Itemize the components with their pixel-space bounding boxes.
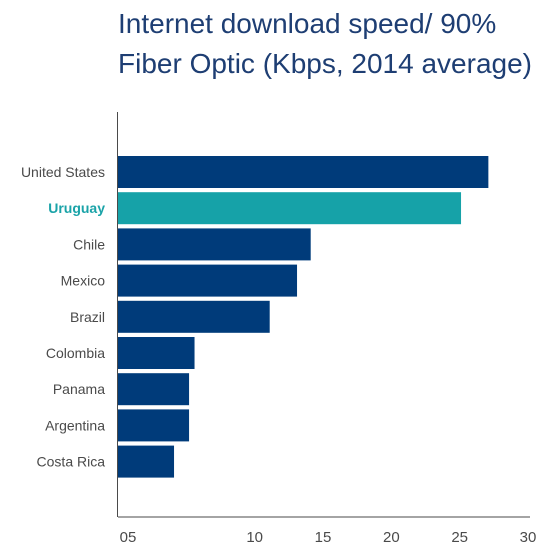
- category-label-united-states: United States: [21, 164, 105, 180]
- x-tick-label: 25: [451, 529, 468, 546]
- x-tick-label: 10: [246, 529, 263, 546]
- x-tick-label: 15: [315, 529, 332, 546]
- x-tick-label: 30: [520, 529, 537, 546]
- bar-panama: [118, 373, 190, 406]
- chart-title: Internet download speed/ 90% Fiber Optic…: [118, 4, 548, 84]
- chart-title-line-1: Internet download speed/ 90%: [118, 8, 497, 39]
- chart-title-line-2: Fiber Optic (Kbps, 2014 average): [118, 48, 532, 79]
- bar-argentina: [118, 409, 190, 442]
- x-tick-label: 20: [383, 529, 400, 546]
- bar-chile: [118, 228, 311, 261]
- category-label-mexico: Mexico: [61, 273, 106, 289]
- category-label-chile: Chile: [73, 236, 105, 252]
- x-tick-label: 05: [120, 529, 137, 546]
- category-label-uruguay: Uruguay: [48, 200, 105, 216]
- x-tick-labels: 05 10 15 20 25 30: [120, 529, 537, 546]
- category-label-panama: Panama: [53, 381, 105, 397]
- category-label-argentina: Argentina: [45, 417, 105, 433]
- chart-axes: [117, 112, 530, 518]
- bar-mexico: [118, 264, 298, 297]
- category-label-costa-rica: Costa Rica: [37, 454, 106, 470]
- bar-colombia: [118, 337, 195, 369]
- category-label-brazil: Brazil: [70, 309, 105, 325]
- bars-group: [118, 156, 489, 478]
- category-labels: United States Uruguay Chile Mexico Brazil Col…: [21, 164, 105, 470]
- bar-united-states: [118, 156, 489, 188]
- category-label-colombia: Colombia: [46, 345, 105, 361]
- bar-uruguay: [118, 192, 462, 225]
- bar-brazil: [118, 300, 270, 333]
- bar-costa-rica: [118, 445, 175, 478]
